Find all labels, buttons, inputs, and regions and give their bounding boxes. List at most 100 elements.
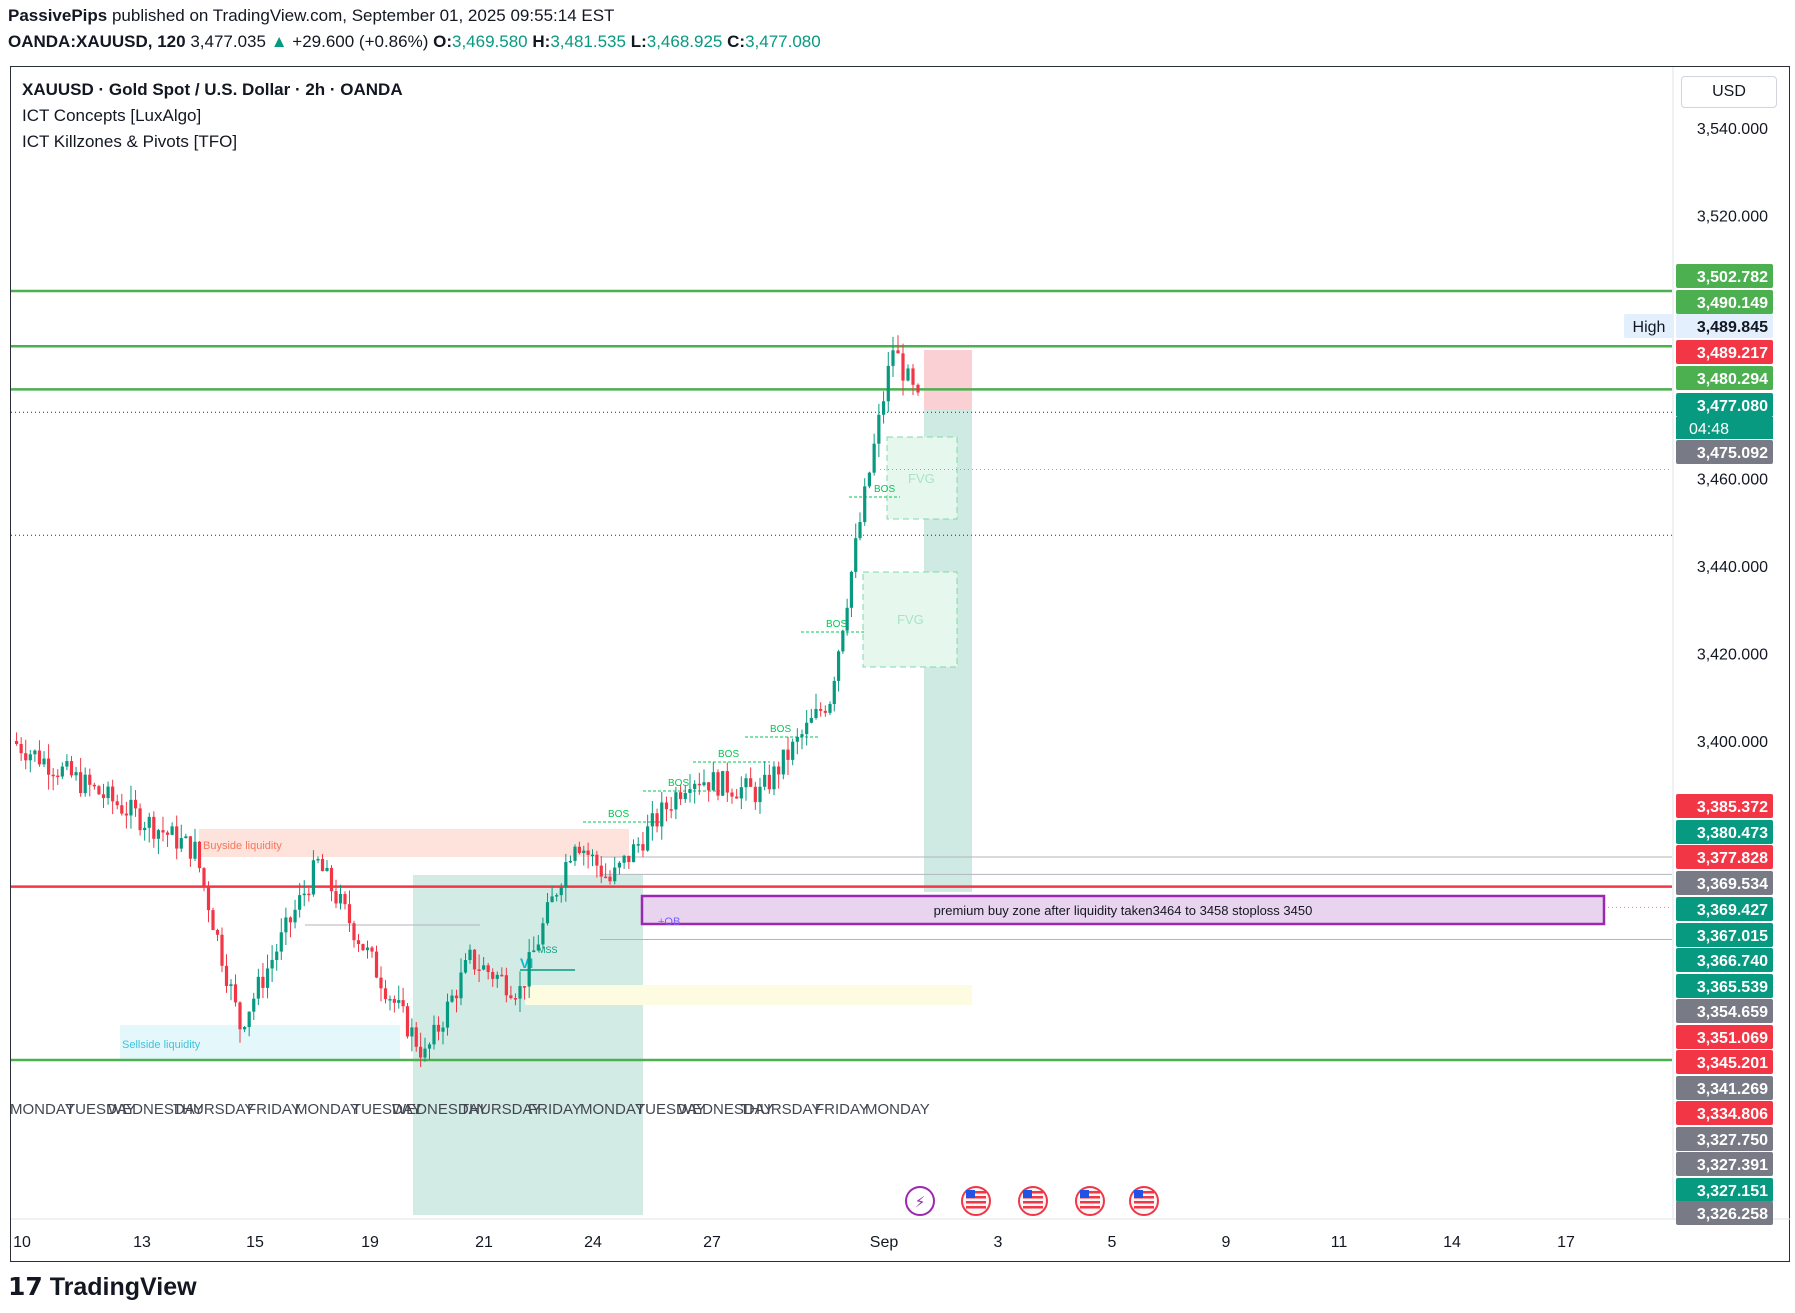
candle-body bbox=[906, 368, 910, 381]
candle-body bbox=[577, 846, 581, 853]
flag-stripe bbox=[1080, 1191, 1100, 1194]
candle-body bbox=[370, 947, 374, 952]
us-flag-event-icon bbox=[1129, 1186, 1159, 1216]
candle-body bbox=[707, 782, 711, 791]
candle-body bbox=[911, 368, 915, 385]
chart-title: XAUUSD · Gold Spot / U.S. Dollar · 2h · … bbox=[22, 80, 403, 99]
candle-body bbox=[211, 910, 215, 931]
x-tick-8: 3 bbox=[994, 1234, 1003, 1251]
candle-body bbox=[472, 949, 477, 970]
candle-body bbox=[88, 774, 92, 785]
candle-body bbox=[730, 792, 734, 797]
candle-body bbox=[374, 951, 379, 978]
candle-body bbox=[270, 959, 274, 969]
price-tag-9: 3,377.828 bbox=[1676, 845, 1773, 869]
y-tick-0: 3,540.000 bbox=[1697, 121, 1768, 138]
price-tag-15: 3,354.659 bbox=[1676, 999, 1773, 1023]
event-icon-circle bbox=[905, 1186, 935, 1216]
mss-label: MSS bbox=[538, 945, 558, 955]
flag-stripe bbox=[1023, 1206, 1043, 1209]
lightning-event-icon: ⚡ bbox=[905, 1186, 935, 1216]
fvg-box-lower bbox=[862, 571, 958, 668]
candle-body bbox=[550, 896, 554, 903]
price-tag-bg bbox=[1676, 871, 1773, 895]
candle-body bbox=[97, 786, 101, 795]
price-tag-bg bbox=[1676, 1178, 1773, 1202]
candle-body bbox=[836, 651, 841, 681]
price-tag-bg bbox=[1676, 366, 1773, 390]
sellside-liquidity-zone bbox=[120, 1025, 400, 1059]
bos-label-1: BOS bbox=[668, 778, 689, 789]
price-tag-bg bbox=[1676, 897, 1773, 921]
ohlc-header: OANDA:XAUUSD, 120 3,477.035 ▲ +29.600 (+… bbox=[8, 32, 821, 52]
candle-body bbox=[405, 1006, 410, 1037]
high-label: High bbox=[1633, 319, 1666, 336]
weekday-label-2: WEDNESDAY bbox=[108, 1101, 204, 1118]
candle-body bbox=[545, 902, 550, 924]
price-tag-bg bbox=[1676, 1101, 1773, 1125]
y-tick-2: 3,460.000 bbox=[1697, 471, 1768, 488]
candle-body bbox=[688, 789, 692, 793]
candle-body bbox=[51, 774, 55, 777]
candle-body bbox=[491, 972, 495, 979]
candle-body bbox=[595, 854, 599, 866]
candle-body bbox=[863, 486, 867, 523]
candle-body bbox=[338, 893, 343, 904]
price-tag-14: 3,365.539 bbox=[1676, 974, 1773, 998]
flag-stripe bbox=[1134, 1196, 1154, 1199]
indicator-killzones[interactable]: ICT Killzones & Pivots [TFO] bbox=[22, 132, 238, 151]
currency-button[interactable]: USD bbox=[1681, 76, 1777, 108]
candle-body bbox=[664, 802, 669, 810]
candle-body bbox=[28, 754, 32, 761]
candle-body bbox=[79, 772, 83, 794]
x-tick-2: 15 bbox=[246, 1234, 264, 1251]
candle-body bbox=[423, 1048, 427, 1058]
candle-body bbox=[805, 722, 809, 735]
x-tick-1: 13 bbox=[133, 1234, 151, 1251]
price-tag-21: 3,327.391 bbox=[1676, 1152, 1773, 1176]
price-tag-bg bbox=[1676, 290, 1773, 314]
candle-body bbox=[65, 761, 69, 767]
candle-body bbox=[33, 750, 37, 755]
candle-body bbox=[854, 538, 858, 572]
price-tag-bg bbox=[1676, 948, 1773, 972]
price-tag-13: 3,366.740 bbox=[1676, 948, 1773, 972]
price-tag-value: 3,385.372 bbox=[1697, 799, 1768, 816]
ob-label: +OB bbox=[658, 916, 680, 928]
candle-body bbox=[646, 826, 650, 851]
flag-stripe bbox=[1023, 1191, 1043, 1194]
candle-body bbox=[161, 830, 165, 833]
candle-body bbox=[432, 1024, 436, 1045]
candle-body bbox=[365, 947, 370, 951]
candle-body bbox=[445, 1001, 450, 1028]
candle-body bbox=[772, 766, 776, 790]
author-name[interactable]: PassivePips bbox=[8, 6, 108, 25]
countdown-bg bbox=[1676, 417, 1773, 439]
candle-body bbox=[414, 1027, 418, 1047]
tv-mark-icon: 𝟭𝟳 bbox=[8, 1273, 50, 1301]
candle-body bbox=[120, 805, 124, 814]
candle-body bbox=[298, 895, 302, 910]
flag-stripe bbox=[966, 1191, 986, 1194]
candle-body bbox=[509, 995, 513, 999]
candle-body bbox=[293, 909, 297, 923]
candle-body bbox=[641, 844, 645, 851]
candle-body bbox=[69, 761, 74, 776]
candle-body bbox=[877, 414, 881, 444]
candle-body bbox=[347, 904, 352, 924]
candle-body bbox=[555, 895, 559, 897]
candle-body bbox=[477, 969, 481, 971]
chart-frame[interactable] bbox=[10, 66, 1790, 1262]
candle-body bbox=[284, 917, 288, 933]
candle-body bbox=[325, 867, 329, 872]
weekday-label-10: MONDAY bbox=[580, 1101, 645, 1118]
indicator-luxalgo[interactable]: ICT Concepts [LuxAlgo] bbox=[22, 106, 202, 125]
buyside-liquidity-zone bbox=[199, 829, 629, 857]
price-tag-bg bbox=[1676, 1076, 1773, 1100]
last-price: 3,477.035 bbox=[190, 32, 266, 51]
candle-body bbox=[711, 772, 715, 791]
candle-body bbox=[674, 792, 678, 810]
candle-body bbox=[37, 750, 42, 765]
candle-body bbox=[858, 522, 862, 539]
